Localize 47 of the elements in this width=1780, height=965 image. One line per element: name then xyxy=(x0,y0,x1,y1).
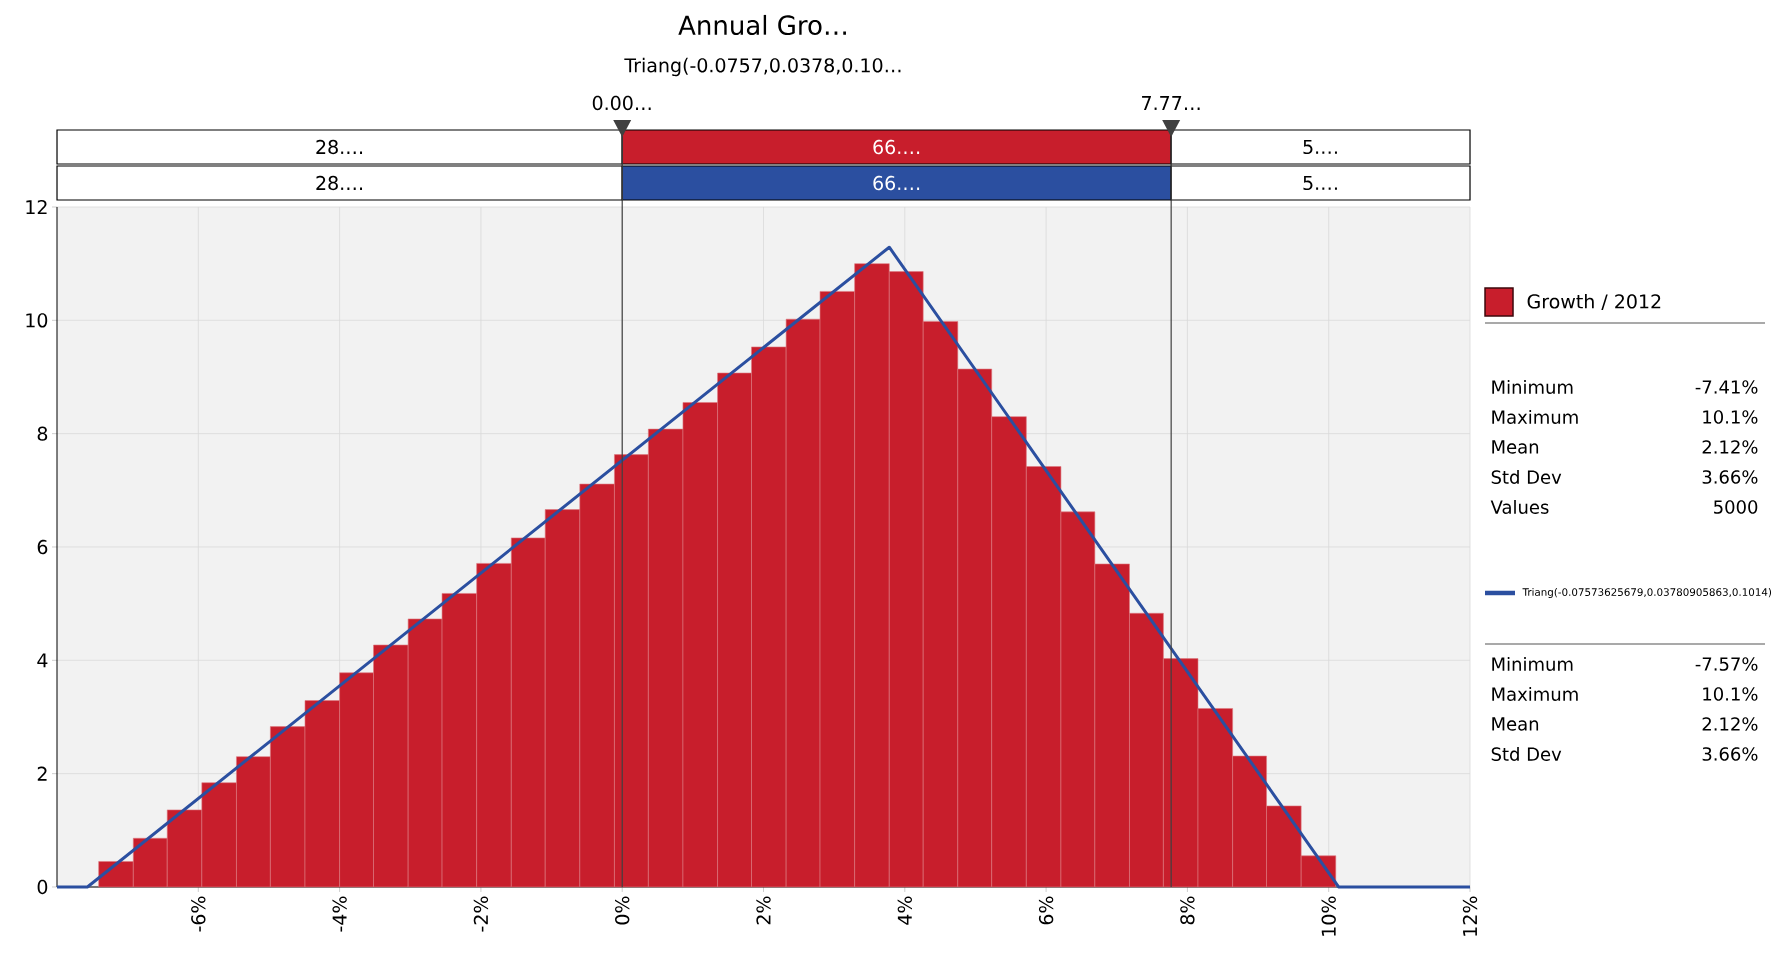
ref-line-label: 7.77… xyxy=(1142,96,1200,110)
text: Minimum xyxy=(1492,657,1573,671)
text: Mean xyxy=(1492,717,1539,731)
text: 2.12% xyxy=(1702,440,1758,454)
text: -7.57% xyxy=(1695,657,1758,671)
x-tick-label: 8% xyxy=(1180,896,1195,925)
chart-subtitle: Triang(-0.0757,0.0378,0.10… xyxy=(624,57,901,77)
legend-label: Growth / 2012 xyxy=(1527,293,1661,311)
legend-label: Triang(-0.07573625679,0.03780905863,0.1014) xyxy=(1522,588,1772,598)
text: 10.1% xyxy=(1703,410,1758,424)
text: 2.12% xyxy=(1702,717,1758,731)
x-tick-label: -2% xyxy=(473,896,489,932)
text: 3.66% xyxy=(1702,470,1758,484)
text: 5.… xyxy=(1303,175,1337,191)
text: -7.41% xyxy=(1695,380,1758,394)
y-tick-label: 8 xyxy=(37,426,48,441)
x-tick-label: 0% xyxy=(615,896,630,925)
text: Mean xyxy=(1492,440,1539,454)
y-tick-label: 12 xyxy=(26,199,47,215)
text: 10.1% xyxy=(1703,687,1758,701)
text: Maximum xyxy=(1492,687,1578,701)
text: Std Dev xyxy=(1491,470,1562,484)
text: Minimum xyxy=(1492,380,1573,394)
x-tick-label: 12% xyxy=(1462,896,1478,936)
text: 3.66% xyxy=(1702,747,1758,761)
text: 66.… xyxy=(873,139,920,155)
text: Maximum xyxy=(1492,410,1578,424)
x-tick-label: 6% xyxy=(1038,896,1054,925)
x-tick-label: 4% xyxy=(897,896,912,925)
text: Values xyxy=(1490,500,1549,514)
y-tick-label: 2 xyxy=(37,766,47,781)
text: 66.… xyxy=(873,175,920,191)
y-tick-label: 0 xyxy=(37,879,48,895)
x-tick-label: 10% xyxy=(1321,896,1336,936)
x-tick-label: -6% xyxy=(191,896,206,932)
x-tick-label: -4% xyxy=(332,896,347,932)
y-tick-label: 4 xyxy=(37,653,48,668)
text: Std Dev xyxy=(1491,747,1562,761)
chart-title: Annual Gro… xyxy=(678,14,846,36)
text: 5.… xyxy=(1303,139,1337,155)
x-tick-label: 2% xyxy=(756,896,771,925)
text: 5000 xyxy=(1714,500,1758,514)
y-tick-label: 10 xyxy=(26,313,48,328)
text: 28.… xyxy=(316,175,363,191)
ref-line-label: 0.00… xyxy=(592,95,651,111)
y-tick-label: 6 xyxy=(37,539,48,555)
text: 28.… xyxy=(316,139,363,155)
